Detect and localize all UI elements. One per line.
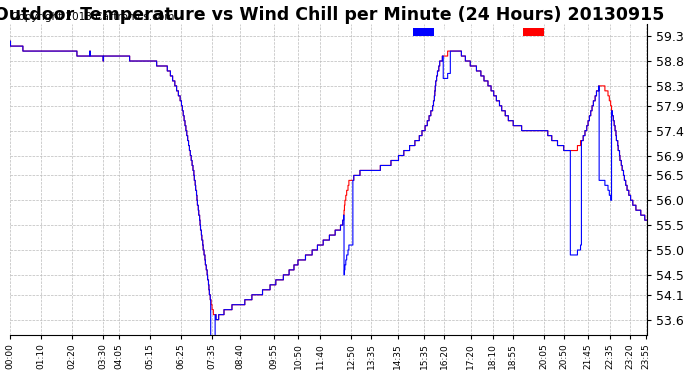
Title: Outdoor Temperature vs Wind Chill per Minute (24 Hours) 20130915: Outdoor Temperature vs Wind Chill per Mi…: [0, 6, 664, 24]
Legend: Wind Chill  (°F), Temperature  (°F): Wind Chill (°F), Temperature (°F): [408, 24, 647, 42]
Text: Copyright 2013 Cartronics.com: Copyright 2013 Cartronics.com: [10, 12, 174, 22]
